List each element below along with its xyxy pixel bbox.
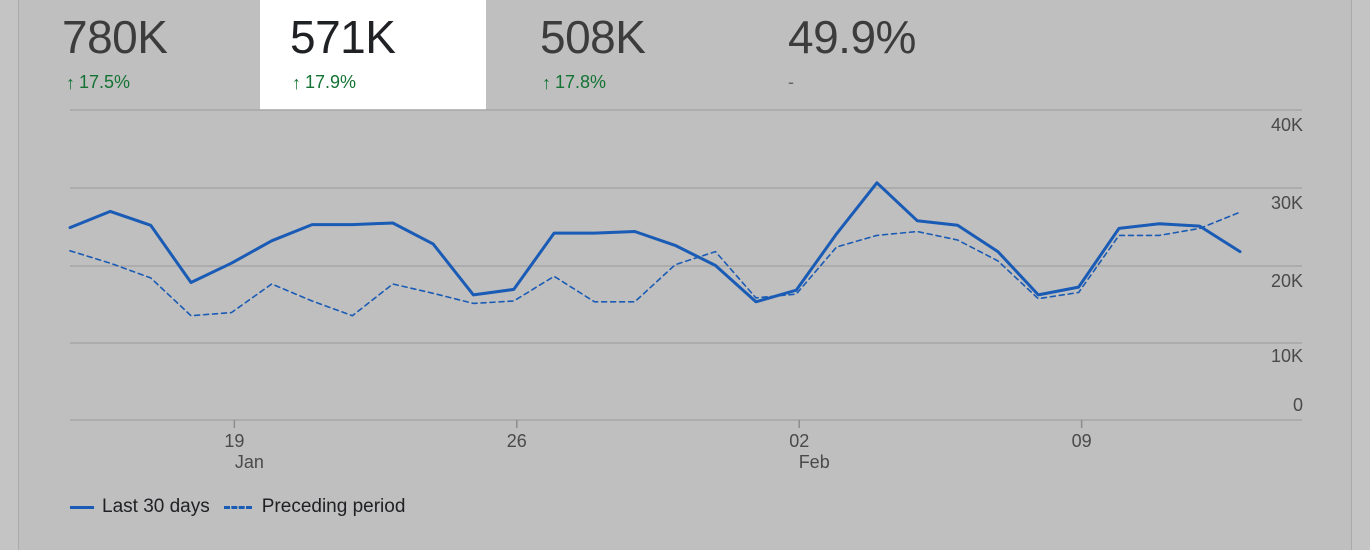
legend-label: Preceding period [261,496,406,517]
y-tick-label: 30K [1271,193,1303,213]
metric-change: ↑ 17.5% [66,72,130,93]
metric-value: 49.9% [788,11,916,63]
metric-card-4[interactable]: 49.9% - [760,0,986,110]
x-tick-day: 19 [224,431,244,451]
y-tick-label: 20K [1271,271,1303,291]
series-last-30-days-line[interactable] [68,181,1242,304]
x-tick-day: 26 [507,431,527,451]
series-preceding-period-line[interactable] [69,211,1241,317]
metric-change-label: 17.9% [305,72,357,92]
metric-change-label: 17.5% [79,72,131,92]
metric-value: 571K [290,11,396,63]
x-tick-day: 09 [1072,431,1092,451]
metric-change: - [788,72,794,93]
metric-value: 780K [62,11,168,63]
arrow-up-icon: ↑ [292,72,301,93]
arrow-up-icon: ↑ [542,72,551,93]
legend-item-last-30-days[interactable]: Last 30 days [70,496,210,518]
metric-change-label: - [788,72,794,92]
legend-label: Last 30 days [102,496,210,517]
x-tick-day: 02 [789,431,809,451]
chart-legend: Last 30 days Preceding period [70,496,419,518]
solid-line-swatch [70,505,94,509]
arrow-up-icon: ↑ [66,72,75,93]
metric-value: 508K [540,11,646,63]
dashed-line-swatch [223,505,252,509]
metric-card-1[interactable]: 780K ↑ 17.5% [30,0,256,110]
metric-card-3[interactable]: 508K ↑ 17.8% [510,0,736,110]
y-tick-label: 10K [1271,346,1303,366]
metric-card-2[interactable]: 571K ↑ 17.9% [260,0,486,110]
metric-change: ↑ 17.9% [292,72,356,93]
left-panel-edge [0,0,19,550]
metric-change: ↑ 17.8% [542,72,606,93]
legend-item-preceding-period[interactable]: Preceding period [223,496,406,518]
series-lines [68,181,1242,317]
x-tick-month: Feb [799,452,830,472]
grid-lines [70,109,1302,421]
metric-change-label: 17.8% [555,72,607,92]
y-axis-ticks: 40K 30K 20K 10K 0 [1271,115,1303,415]
x-tick-month: Jan [235,452,264,472]
right-panel-edge [1351,0,1370,550]
y-tick-label: 0 [1293,395,1303,415]
y-tick-label: 40K [1271,115,1303,135]
